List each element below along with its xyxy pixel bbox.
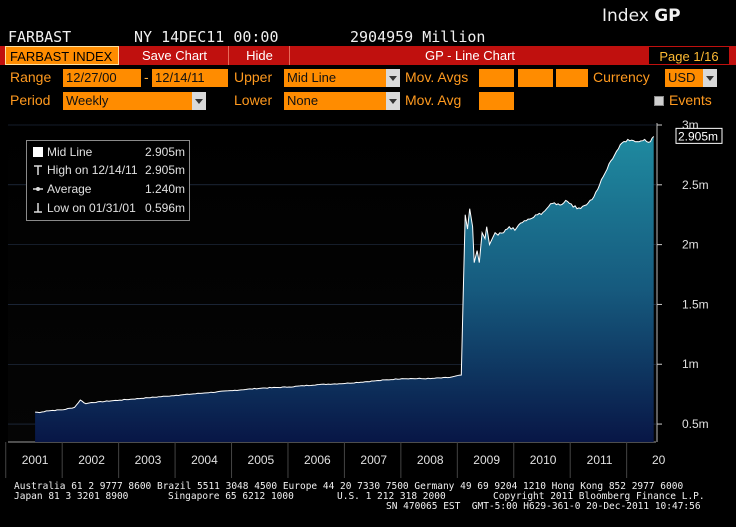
range-separator: -: [144, 69, 149, 85]
chart-area: 0.5m 1m 1.5m 2m 2.5m 3m 2001 2002 2003 2004 2005 2…: [0, 113, 736, 527]
currency-dropdown-icon[interactable]: [703, 69, 717, 87]
y-tick-label: 2m: [682, 238, 699, 252]
lower-label: Lower: [234, 92, 273, 108]
footer-us: U.S. 1 212 318 2000: [337, 491, 446, 502]
average-marker-icon: [33, 187, 43, 191]
legend-mid-line-label: Mid Line: [47, 145, 93, 159]
x-tick-label: 2003: [135, 453, 162, 467]
legend-mid-line-value: 2.905m: [144, 145, 185, 159]
high-marker-icon: [34, 165, 42, 175]
low-marker-icon: [34, 203, 42, 213]
controls-row-2: Period Weekly Lower None Mov. Avg Events: [0, 90, 736, 112]
legend-high-value: 2.905m: [144, 163, 185, 177]
series-line-mid: [35, 136, 655, 414]
period-label: Period: [10, 92, 51, 108]
upper-label: Upper: [234, 69, 273, 85]
series-area: [35, 136, 654, 442]
footer-japan: Japan 81 3 3201 8900: [14, 491, 129, 502]
mov-avgs-label: Mov. Avgs: [405, 69, 469, 85]
mov-avg-3-input[interactable]: [556, 69, 588, 87]
x-tick-label: 2010: [530, 453, 557, 467]
y-tick-label: 1.5m: [682, 297, 709, 311]
footer-copyright: Copyright 2011 Bloomberg Finance L.P.: [493, 491, 705, 502]
range-start-input[interactable]: 12/27/00: [63, 69, 141, 87]
page-indicator[interactable]: Page 1/16: [648, 46, 730, 65]
range-label: Range: [10, 69, 52, 85]
x-tick-label: 2005: [248, 453, 275, 467]
x-tick-label: 2002: [78, 453, 105, 467]
period-dropdown-icon[interactable]: [192, 92, 206, 110]
value-label: 2904959 Million: [350, 28, 486, 46]
index-tab[interactable]: FARBAST INDEX: [5, 46, 119, 65]
legend-low-label: Low on 01/31/01: [47, 201, 136, 215]
range-end-input[interactable]: 12/14/11: [152, 69, 228, 87]
header: Index GP FARBAST NY 14DEC11 00:00 290495…: [0, 0, 736, 46]
events-checkbox[interactable]: [654, 96, 664, 106]
mov-avg-label: Mov. Avg: [405, 92, 462, 108]
currency-select[interactable]: USD: [665, 69, 703, 87]
y-tick-label: 1m: [682, 357, 699, 371]
x-tick-label: 2008: [417, 453, 444, 467]
last-value-box: [675, 127, 723, 144]
upper-select[interactable]: Mid Line: [284, 69, 386, 87]
legend-row-low: Low on 01/31/01 0.596m: [33, 199, 185, 217]
toolbar: FARBAST INDEX Save Chart Hide GP - Line …: [0, 46, 736, 65]
x-axis: 2001 2002 2003 2004 2005 2006 2007 2008 2009 2010…: [5, 442, 666, 478]
mov-avg-lower-input[interactable]: [479, 92, 514, 110]
x-tick-label: 2006: [304, 453, 331, 467]
x-tick-label: 2007: [360, 453, 387, 467]
legend-swatch-icon: [33, 147, 43, 157]
index-title: Index GP: [602, 6, 681, 26]
legend-average-label: Average: [47, 182, 92, 196]
save-chart-button[interactable]: Save Chart: [121, 46, 229, 65]
hide-button[interactable]: Hide: [230, 46, 290, 65]
x-tick-label: 20: [652, 453, 666, 467]
x-tick-label: 2009: [473, 453, 500, 467]
chart-legend: Mid Line 2.905m High on 12/14/11 2.905m …: [26, 140, 190, 221]
legend-row-average: Average 1.240m: [33, 180, 185, 198]
ticker-label: FARBAST: [8, 28, 72, 46]
last-value-label: 2.905m: [678, 129, 718, 143]
y-tick-label: 2.5m: [682, 178, 709, 192]
footer: Australia 61 2 9777 8600 Brazil 5511 304…: [0, 479, 736, 527]
y-tick-label: 0.5m: [682, 417, 709, 431]
x-tick-label: 2001: [22, 453, 49, 467]
lower-select[interactable]: None: [284, 92, 386, 110]
mov-avg-2-input[interactable]: [518, 69, 553, 87]
legend-average-value: 1.240m: [144, 182, 185, 196]
legend-row-high: High on 12/14/11 2.905m: [33, 161, 185, 179]
lower-dropdown-icon[interactable]: [386, 92, 400, 110]
legend-low-value: 0.596m: [144, 201, 185, 215]
period-select[interactable]: Weekly: [63, 92, 192, 110]
events-label: Events: [669, 92, 712, 108]
footer-singapore: Singapore 65 6212 1000: [168, 491, 294, 502]
currency-label: Currency: [593, 69, 650, 85]
legend-row-mid-line: Mid Line 2.905m: [33, 143, 185, 161]
chart-type-title: GP - Line Chart: [424, 48, 516, 63]
last-value-marker: 2.905m: [675, 127, 723, 144]
footer-session: SN 470065 EST GMT-5:00 H629-361-0 20-Dec…: [386, 501, 701, 512]
footer-contacts: Australia 61 2 9777 8600 Brazil 5511 304…: [14, 481, 684, 492]
mov-avg-1-input[interactable]: [479, 69, 514, 87]
x-tick-label: 2004: [191, 453, 218, 467]
x-tick-label: 2011: [587, 453, 613, 467]
controls-row-1: Range 12/27/00 - 12/14/11 Upper Mid Line…: [0, 67, 736, 89]
datetime-label: NY 14DEC11 00:00: [134, 28, 279, 46]
legend-high-label: High on 12/14/11: [47, 163, 138, 177]
upper-dropdown-icon[interactable]: [386, 69, 400, 87]
